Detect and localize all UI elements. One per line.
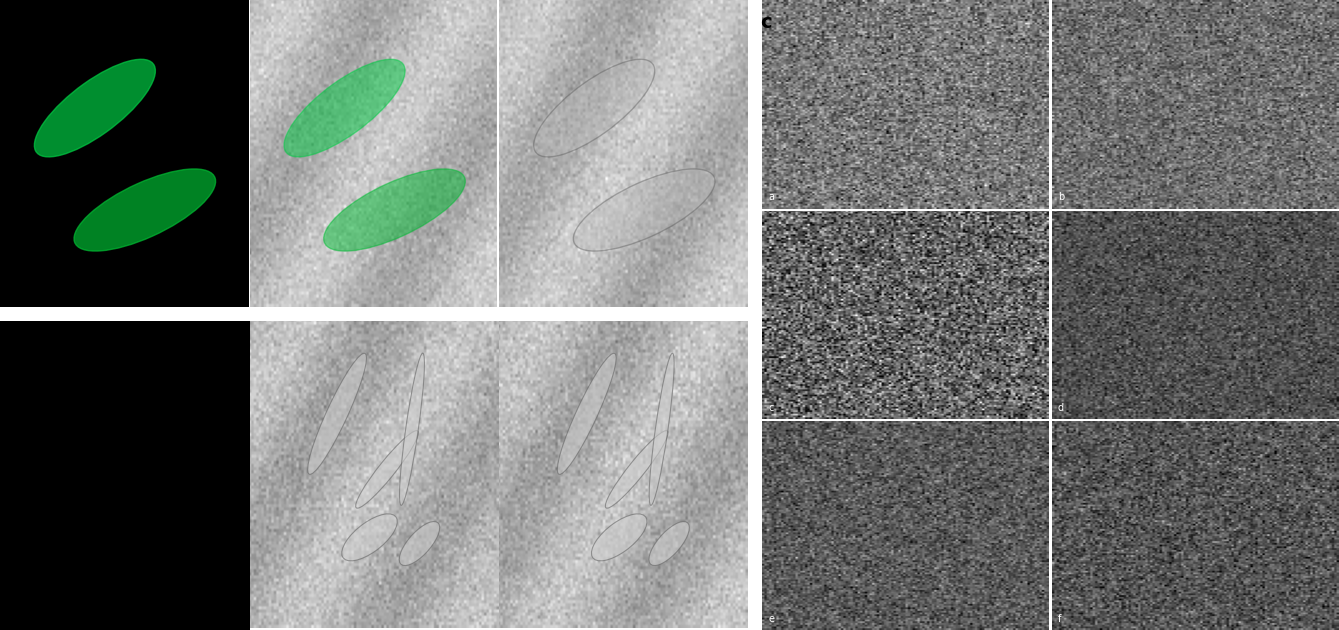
Ellipse shape [308,353,367,474]
Ellipse shape [534,59,655,157]
Ellipse shape [35,59,155,157]
Ellipse shape [356,431,418,508]
Text: a: a [769,192,774,202]
Ellipse shape [605,431,668,508]
Text: a: a [7,13,20,32]
Ellipse shape [341,514,398,561]
Text: b: b [7,321,20,340]
Ellipse shape [557,353,616,474]
Ellipse shape [74,169,216,251]
Ellipse shape [324,169,466,251]
Ellipse shape [399,522,439,566]
Text: d: d [1058,403,1065,413]
Text: c: c [761,13,773,32]
Text: e: e [769,614,774,624]
Ellipse shape [592,514,647,561]
Text: f: f [1058,614,1062,624]
Text: b: b [1058,192,1065,202]
Ellipse shape [649,353,674,505]
Ellipse shape [649,522,690,566]
Ellipse shape [573,169,715,251]
Ellipse shape [284,59,406,157]
Ellipse shape [399,353,424,505]
Text: c: c [769,403,774,413]
